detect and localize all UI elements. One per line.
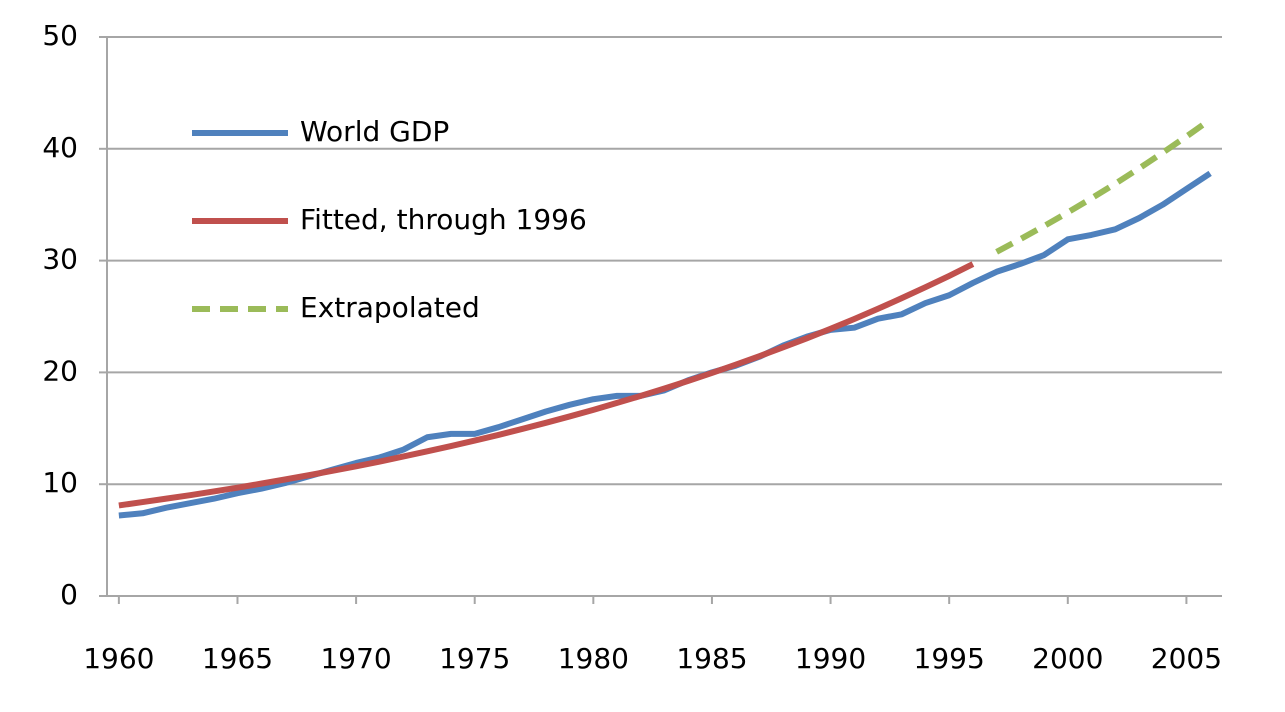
series-line [118, 261, 975, 509]
y-tick-label: 30 [42, 243, 78, 276]
y-tick-label: 20 [42, 354, 78, 387]
y-tick-label: 50 [42, 19, 78, 52]
y-tick-label: 40 [42, 131, 78, 164]
x-tick-label: 1980 [558, 642, 629, 675]
x-tick-label: 1960 [83, 642, 154, 675]
x-tick-label: 2000 [1032, 642, 1103, 675]
x-tick-label: 1985 [676, 642, 747, 675]
legend-label: Fitted, through 1996 [300, 203, 587, 236]
y-tick-label: 0 [60, 578, 78, 611]
x-tick-label: 1970 [320, 642, 391, 675]
x-tick-label: 1990 [795, 642, 866, 675]
x-tick-label: 1975 [439, 642, 510, 675]
x-tick-label: 2005 [1151, 642, 1222, 675]
legend-label: World GDP [300, 115, 449, 148]
x-tick-label: 1965 [202, 642, 273, 675]
series-line [995, 117, 1212, 255]
y-tick-label: 10 [42, 466, 78, 499]
legend-label: Extrapolated [300, 291, 480, 324]
x-tick-label: 1995 [914, 642, 985, 675]
